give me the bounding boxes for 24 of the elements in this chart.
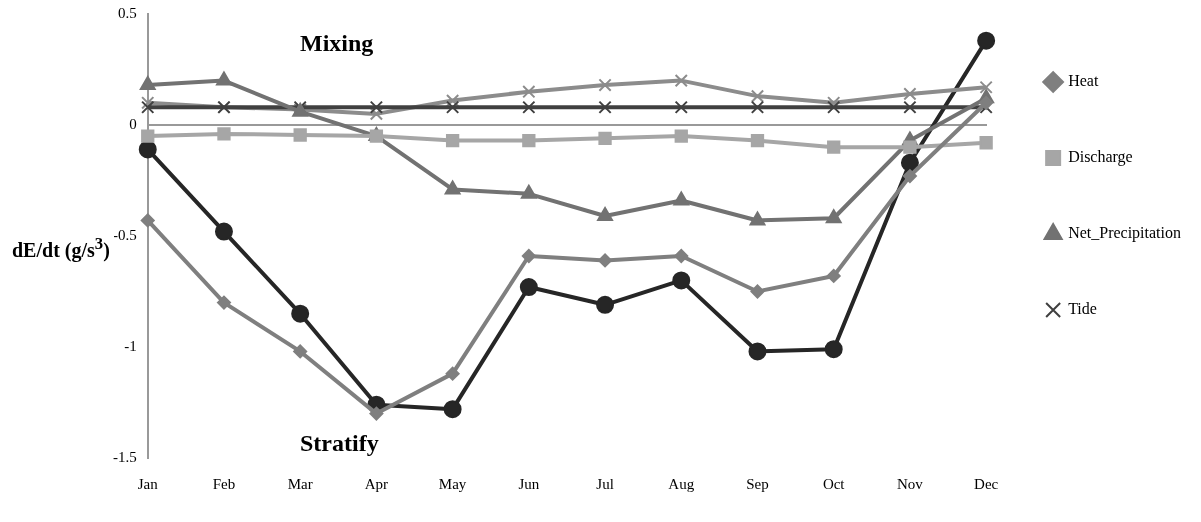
x-tick-label: May: [438, 475, 467, 492]
x-tick-label: Mar: [287, 475, 313, 492]
annotation: Stratify: [300, 430, 379, 457]
legend-label: Tide: [1068, 300, 1097, 318]
y-tick-label: -0.5: [113, 226, 137, 243]
x-tick-label: Sep: [746, 475, 769, 492]
x-tick-label: Aug: [668, 475, 695, 492]
y-axis-title: dE/dt (g/s$^{3}$): [8, 232, 114, 264]
x-tick-label: Jun: [518, 475, 540, 492]
x-tick-label: Jan: [137, 475, 159, 492]
x-tick-label: Dec: [974, 475, 999, 492]
y-tick-label: -1.5: [113, 448, 137, 465]
legend-label: Discharge: [1068, 148, 1133, 167]
legend-label: Heat: [1068, 72, 1099, 90]
x-tick-label: Nov: [897, 475, 924, 492]
x-tick-label: Oct: [822, 475, 846, 492]
y-tick-label: -1: [124, 337, 137, 354]
annotation: Mixing: [300, 30, 374, 57]
x-tick-label: Apr: [364, 475, 389, 492]
y-tick-label: 0: [129, 115, 137, 132]
y-tick-label: 0.5: [118, 4, 137, 21]
x-tick-label: Feb: [212, 475, 236, 492]
legend-label: Net_Precipitation: [1068, 224, 1181, 243]
x-tick-label: Jul: [596, 475, 614, 492]
